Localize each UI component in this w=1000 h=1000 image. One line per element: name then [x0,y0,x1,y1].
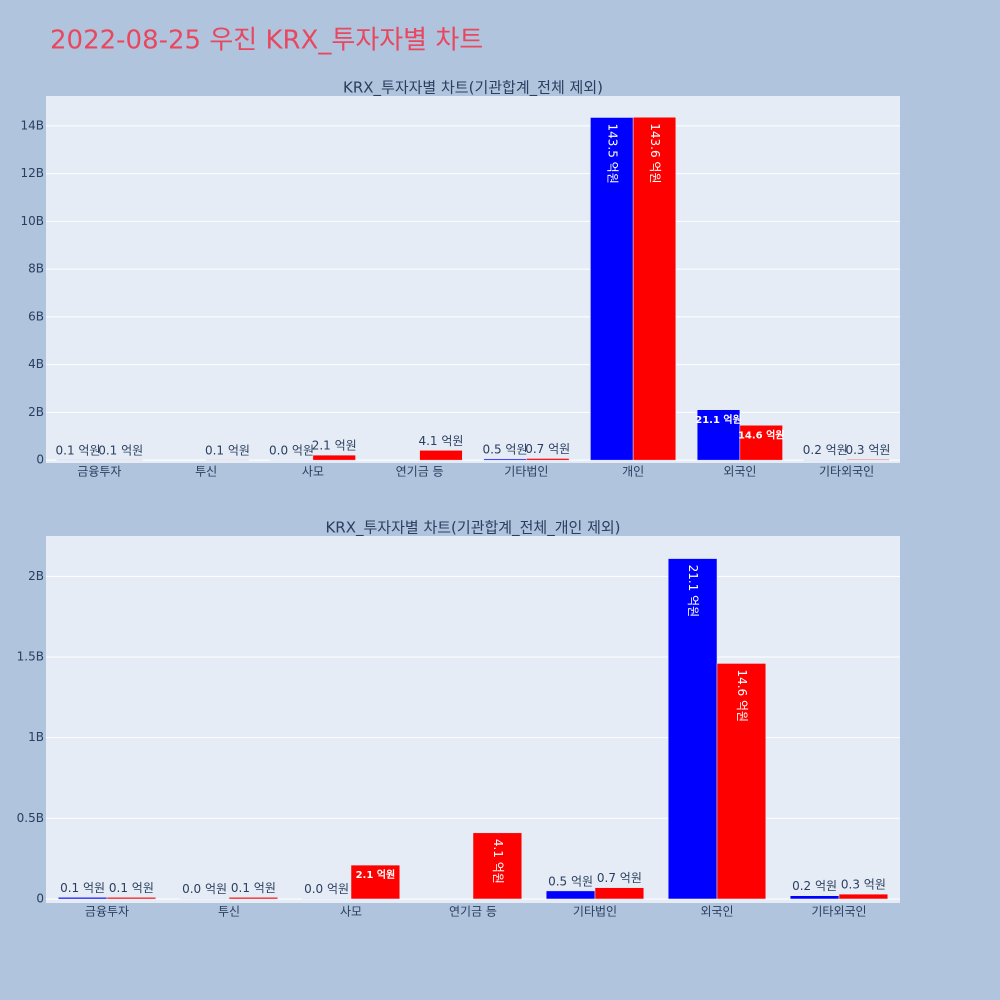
value-label: 0.3 억원 [841,878,886,892]
bar [545,890,596,900]
value-label: 0.2 억원 [803,443,848,457]
y-tick-label: 6B [28,309,44,323]
y-tick-label: 0 [36,891,44,905]
value-label: 2.1 억원 [356,868,396,881]
x-tick-label: 연기금 등 [396,465,444,479]
y-tick-label: 2B [28,405,44,419]
value-label: 0.5 억원 [483,442,528,456]
x-tick-label: 외국인 [723,465,756,479]
value-label: 2.1 억원 [312,439,357,453]
bar [472,832,523,900]
value-label: 0.2 억원 [792,879,837,893]
x-tick-label: 기타법인 [504,465,548,479]
x-tick-label: 기타법인 [573,905,617,919]
bar [350,864,401,900]
page-title: 2022-08-25 우진 KRX_투자자별 차트 [50,26,483,56]
bar [526,458,570,461]
value-label: 0.7 억원 [597,871,642,885]
bar [846,459,890,461]
value-label: 143.5 억원 [605,123,619,183]
y-tick-label: 1.5B [17,649,44,663]
x-tick-label: 금융투자 [77,465,121,479]
bar [667,558,718,900]
y-tick-label: 14B [20,118,44,132]
x-tick-label: 개인 [622,465,644,479]
value-label: 0.1 억원 [231,881,276,895]
bar [632,117,677,461]
value-label: 14.6 억원 [735,669,749,722]
x-tick-label: 투신 [195,465,217,479]
value-label: 143.6 억원 [648,123,662,183]
y-tick-label: 0.5B [17,811,44,825]
y-tick-label: 1B [28,730,44,744]
value-label: 21.1 억원 [695,413,742,426]
chart-title: KRX_투자자별 차트(기관합계_전체 제외) [343,79,603,98]
plot-area [46,96,900,463]
bar [696,409,741,461]
y-tick-label: 2B [28,569,44,583]
bar [106,897,157,900]
value-label: 4.1 억원 [491,839,505,884]
x-tick-label: 금융투자 [85,905,129,919]
value-label: 0.1 억원 [205,443,250,457]
chart-title: KRX_투자자별 차트(기관합계_전체_개인 제외) [325,519,620,538]
bar [590,117,634,461]
bar [57,897,108,900]
value-label: 14.6 억원 [738,428,785,441]
y-tick-label: 8B [28,262,44,276]
y-tick-label: 12B [20,166,44,180]
bar [838,893,889,900]
x-tick-label: 외국인 [700,905,733,919]
value-label: 4.1 억원 [418,434,463,448]
value-label: 0.1 억원 [98,443,143,457]
y-tick-label: 4B [28,357,44,371]
bar [483,458,527,461]
bar [419,450,463,461]
value-label: 0.1 억원 [56,443,101,457]
bar [716,663,767,900]
x-tick-label: 사모 [340,905,362,919]
y-tick-label: 0 [36,453,44,467]
value-label: 0.1 억원 [109,881,154,895]
x-tick-label: 기타외국인 [811,905,866,919]
value-label: 0.1 억원 [60,881,105,895]
value-label: 0.5 억원 [548,874,593,888]
value-label: 0.3 억원 [845,443,890,457]
bar [739,425,783,461]
value-label: 0.0 억원 [304,882,349,896]
y-tick-label: 10B [20,214,44,228]
bar [312,454,356,461]
value-label: 21.1 억원 [686,565,700,618]
value-label: 0.0 억원 [269,444,314,458]
bar [594,887,645,900]
value-label: 0.0 억원 [182,882,227,896]
x-tick-label: 사모 [302,465,324,479]
x-tick-label: 연기금 등 [449,905,497,919]
x-tick-label: 투신 [218,905,240,919]
x-tick-label: 기타외국인 [819,465,874,479]
bar [228,897,279,900]
bar [789,895,840,900]
value-label: 0.7 억원 [525,442,570,456]
